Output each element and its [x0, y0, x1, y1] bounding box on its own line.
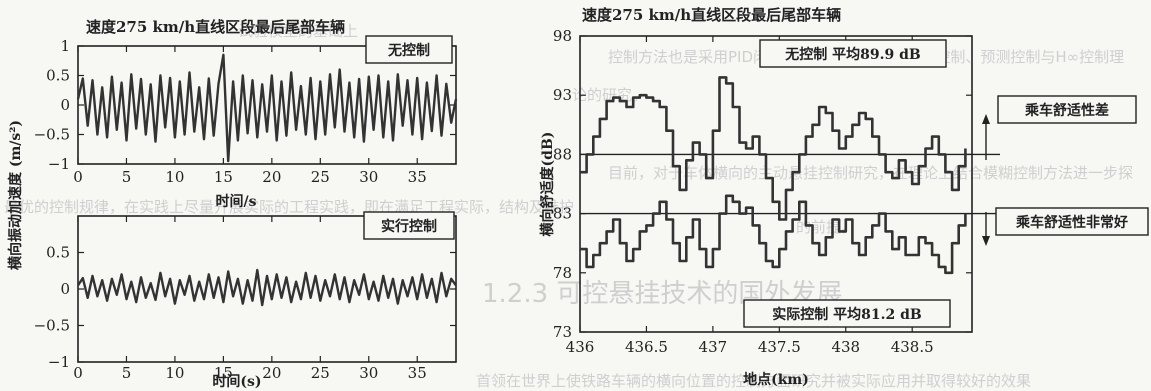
accel-ytick-label: −1 [48, 155, 70, 173]
accel-control-ytick-label: 0.5 [46, 244, 70, 262]
accel-xtick-label: 10 [165, 168, 184, 186]
comfort-series-no-control [580, 76, 967, 221]
annotation-no-control: 无控制 [387, 42, 430, 59]
accel-ytick-label: 0.5 [46, 67, 70, 85]
annotation-very-good: 乘车舒适性非常好 [1015, 214, 1128, 231]
bg-line-7: 首领在世界上使铁路车辆的横向位置的控制方面研究并被实际应用并取得较好的效果 [476, 372, 1031, 390]
accel-ytick-label: −0.5 [34, 126, 70, 144]
accel-xtick-label: 20 [262, 168, 281, 186]
bg-line-3: 论的研究。 [572, 86, 647, 104]
accel-control-chart-ticks: 0 5 10 15 20 25 30 35 −1 −0.5 0 0.5 [34, 216, 456, 382]
annotation-box-poor [997, 95, 1137, 124]
accel-control-ytick-label: −1 [48, 353, 70, 371]
accel-control-chart-xlabel: 时间(s) [212, 373, 261, 390]
comfort-chart-ylabel: 横向舒适度(dB) [539, 132, 556, 237]
accel-chart-xlabel: 时间/s [216, 193, 257, 210]
comfort-chart-frame [579, 35, 973, 333]
annotation-box-with-control [363, 211, 455, 240]
annotation-poor: 乘车舒适性差 [1024, 102, 1109, 119]
comfort-arrow-good-head [982, 236, 990, 246]
accel-control-xtick-label: 30 [359, 364, 378, 382]
accel-xtick-label: 35 [408, 168, 427, 186]
accel-control-xtick-label: 35 [408, 364, 427, 382]
comfort-xtick-label: 436.5 [625, 338, 668, 356]
accel-series-no-control [76, 53, 458, 163]
accel-control-xtick-label: 10 [165, 364, 184, 382]
legend-no-control: 无控制 平均89.9 dB [784, 46, 921, 63]
comfort-arrow-poor [982, 114, 990, 160]
comfort-xtick-label: 436 [566, 338, 595, 356]
comfort-reference-lines [580, 153, 1000, 215]
annotation-with-control: 实行控制 [381, 218, 437, 235]
comfort-chart-title: 速度275 km/h直线区段最后尾部车辆 [582, 6, 841, 24]
annotation-box-no-control [365, 35, 453, 64]
comfort-ytick-label: 88 [553, 145, 572, 163]
bg-line-5: 最优的控制规律，在实践上尽量开展实际的工程实践，即在满足工程实际，结构及维护 [4, 198, 574, 216]
accel-control-ytick-label: −0.5 [34, 317, 70, 335]
comfort-series-with-control [580, 194, 967, 275]
accel-control-xtick-label: 5 [122, 364, 132, 382]
bg-line-1: 试验模型的基础上 [238, 22, 358, 40]
accel-control-xtick-label: 25 [311, 364, 330, 382]
comfort-xtick-label: 437 [699, 338, 728, 356]
accel-series-with-control [76, 268, 457, 307]
accel-ylabel: 横向振动加速度 (m/s²) [7, 120, 24, 270]
legend-box-no-control [759, 39, 947, 68]
comfort-xtick-label: 438.5 [891, 338, 934, 356]
comfort-xtick-label: 437.5 [758, 338, 801, 356]
accel-xtick-label: 15 [214, 168, 233, 186]
annotation-box-very-good [995, 207, 1149, 236]
accel-chart-no-control: 速度275 km/h直线区段最后尾部车辆 0 5 10 15 20 25 30 35−1−0.… [34, 18, 458, 210]
accel-control-xtick-label: 0 [73, 364, 83, 382]
accel-xtick-label: 30 [359, 168, 378, 186]
comfort-ytick-label: 93 [553, 86, 572, 104]
accel-control-ytick-label: 0 [60, 280, 70, 298]
legend-box-with-control [743, 299, 951, 328]
legend-with-control: 实际控制 平均81.2 dB [772, 306, 922, 323]
comfort-arrow-very-good [982, 212, 990, 246]
accel-chart-with-control: 0 5 10 15 20 25 30 35 −1 −0.5 0 0.5 实行控制 时间(s) [34, 211, 457, 390]
accel-chart-ticks: 0 5 10 15 20 25 30 35 −1 −0.5 0 0.5 1 [34, 37, 456, 186]
accel-ytick-label: 1 [60, 37, 70, 55]
comfort-chart: 速度275 km/h直线区段最后尾部车辆 436 436.5 437 437.5 438… [539, 6, 1149, 388]
accel-xtick-label: 5 [122, 168, 132, 186]
accel-xtick-label: 0 [73, 168, 83, 186]
comfort-arrow-poor-head [982, 114, 990, 124]
comfort-chart-xlabel: 地点(km) [743, 371, 809, 388]
accel-ytick-label: 0 [60, 96, 70, 114]
comfort-ytick-label: 73 [553, 323, 572, 341]
comfort-ytick-label: 98 [553, 27, 572, 45]
comfort-xtick-label: 438 [831, 338, 860, 356]
accel-chart-title: 速度275 km/h直线区段最后尾部车辆 [86, 18, 345, 36]
accel-xtick-label: 25 [311, 168, 330, 186]
accel-control-xtick-label: 20 [262, 364, 281, 382]
bg-line-4: 目前，对于车体横向的主动悬挂控制研究，在理论上结合模糊控制方法进一步探 [608, 164, 1133, 182]
comfort-ytick-label: 78 [553, 264, 572, 282]
accel-control-xtick-label: 15 [214, 364, 233, 382]
comfort-ytick-label: 83 [553, 205, 572, 223]
